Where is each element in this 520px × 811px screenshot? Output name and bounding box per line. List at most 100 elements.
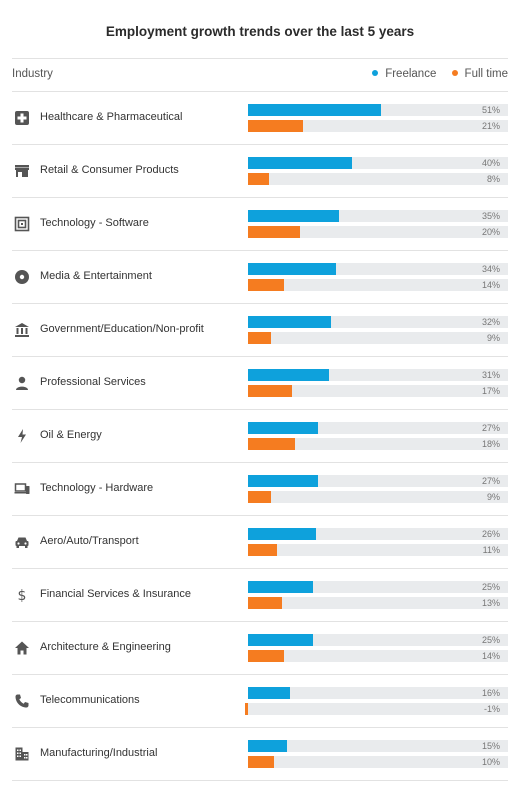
freelance-bar xyxy=(248,104,381,116)
bar-track: 11% xyxy=(248,544,508,556)
value-label: 16% xyxy=(481,688,500,698)
legend-dot-full-time xyxy=(451,69,458,76)
freelance-bar xyxy=(248,687,290,699)
legend-dot-freelance xyxy=(372,69,379,76)
full-time-bar xyxy=(248,226,300,238)
freelance-bar xyxy=(248,263,337,275)
bar-track: 15% xyxy=(248,740,508,752)
disc-icon xyxy=(14,269,30,285)
value-label: -1% xyxy=(483,704,500,714)
legend-label-full-time: Full time xyxy=(464,68,508,80)
bar-track: 17% xyxy=(248,385,508,397)
value-label: 14% xyxy=(481,280,500,290)
value-label: 51% xyxy=(481,105,500,115)
table-row: $ Financial Services & Insurance 25% 13% xyxy=(12,569,508,622)
bar-track: 25% xyxy=(248,581,508,593)
table-row: Technology - Hardware 27% 9% xyxy=(12,463,508,516)
bar-track: -1% xyxy=(245,703,508,715)
dollar-sign-icon: $ xyxy=(14,587,30,603)
category-label: Architecture & Engineering xyxy=(40,641,171,653)
table-row: Aero/Auto/Transport 26% 11% xyxy=(12,516,508,569)
freelance-bar xyxy=(248,528,316,540)
value-label: 27% xyxy=(481,423,500,433)
value-label: 18% xyxy=(481,439,500,449)
industry-column-header: Industry xyxy=(12,68,53,80)
value-label: 25% xyxy=(481,635,500,645)
value-label: 32% xyxy=(481,317,500,327)
category-label: Technology - Software xyxy=(40,217,149,229)
table-row: Government/Education/Non-profit 32% 9% xyxy=(12,304,508,357)
table-row: Retail & Consumer Products 40% 8% xyxy=(12,145,508,198)
bar-track: 25% xyxy=(248,634,508,646)
value-label: 15% xyxy=(481,741,500,751)
bar-track: 40% xyxy=(248,157,508,169)
value-label: 11% xyxy=(482,545,500,555)
svg-text:$: $ xyxy=(18,588,27,603)
full-time-bar xyxy=(248,332,272,344)
bar-track: 31% xyxy=(248,369,508,381)
category-label: Aero/Auto/Transport xyxy=(40,535,139,547)
full-time-bar xyxy=(248,756,274,768)
chart-title: Employment growth trends over the last 5… xyxy=(105,24,415,39)
full-time-bar xyxy=(248,491,272,503)
bar-track: 13% xyxy=(248,597,508,609)
bar-track: 10% xyxy=(248,756,508,768)
value-label: 25% xyxy=(481,582,500,592)
freelance-bar xyxy=(248,634,313,646)
value-label: 8% xyxy=(486,174,500,184)
devices-icon xyxy=(14,481,30,497)
value-label: 21% xyxy=(481,121,500,131)
value-label: 14% xyxy=(481,651,500,661)
full-time-bar xyxy=(248,279,285,291)
value-label: 34% xyxy=(481,264,500,274)
full-time-bar xyxy=(245,703,248,715)
bar-track: 20% xyxy=(248,226,508,238)
value-label: 27% xyxy=(481,476,500,486)
bar-track: 9% xyxy=(248,332,508,344)
factory-building-icon xyxy=(14,746,30,762)
bar-track: 27% xyxy=(248,422,508,434)
value-label: 31% xyxy=(481,370,500,380)
bar-track: 8% xyxy=(248,173,508,185)
category-label: Media & Entertainment xyxy=(40,270,152,282)
table-row: Telecommunications 16% -1% xyxy=(12,675,508,728)
freelance-bar xyxy=(248,369,329,381)
table-row: Oil & Energy 27% 18% xyxy=(12,410,508,463)
full-time-bar xyxy=(248,650,285,662)
chip-icon xyxy=(14,216,30,232)
full-time-bar xyxy=(248,385,293,397)
telephone-icon xyxy=(14,693,30,709)
bar-track: 34% xyxy=(248,263,508,275)
full-time-bar xyxy=(248,438,295,450)
table-header: Industry Freelance Full time xyxy=(12,58,508,92)
lightning-bolt-icon xyxy=(14,428,30,444)
table-row: Manufacturing/Industrial 15% 10% xyxy=(12,728,508,781)
value-label: 10% xyxy=(481,757,500,767)
legend-item-full-time: Full time xyxy=(451,68,508,80)
bar-track: 14% xyxy=(248,650,508,662)
category-label: Government/Education/Non-profit xyxy=(40,323,204,335)
full-time-bar xyxy=(248,120,303,132)
value-label: 9% xyxy=(486,333,500,343)
value-label: 20% xyxy=(481,227,500,237)
value-label: 40% xyxy=(481,158,500,168)
table-row: Media & Entertainment 34% 14% xyxy=(12,251,508,304)
table-row: Technology - Software 35% 20% xyxy=(12,198,508,251)
freelance-bar xyxy=(248,475,319,487)
bar-track: 14% xyxy=(248,279,508,291)
chart-rows: Healthcare & Pharmaceutical 51% 21% Retail … xyxy=(12,92,508,781)
freelance-bar xyxy=(248,740,287,752)
medical-cross-icon xyxy=(14,110,30,126)
value-label: 13% xyxy=(481,598,500,608)
person-icon xyxy=(14,375,30,391)
bar-track: 16% xyxy=(248,687,508,699)
bar-track: 35% xyxy=(248,210,508,222)
table-row: Healthcare & Pharmaceutical 51% 21% xyxy=(12,92,508,145)
legend-item-freelance: Freelance xyxy=(372,68,436,80)
bar-track: 51% xyxy=(248,104,508,116)
bar-track: 26% xyxy=(248,528,508,540)
value-label: 26% xyxy=(481,529,500,539)
full-time-bar xyxy=(248,173,269,185)
category-label: Professional Services xyxy=(40,376,146,388)
freelance-bar xyxy=(248,316,332,328)
